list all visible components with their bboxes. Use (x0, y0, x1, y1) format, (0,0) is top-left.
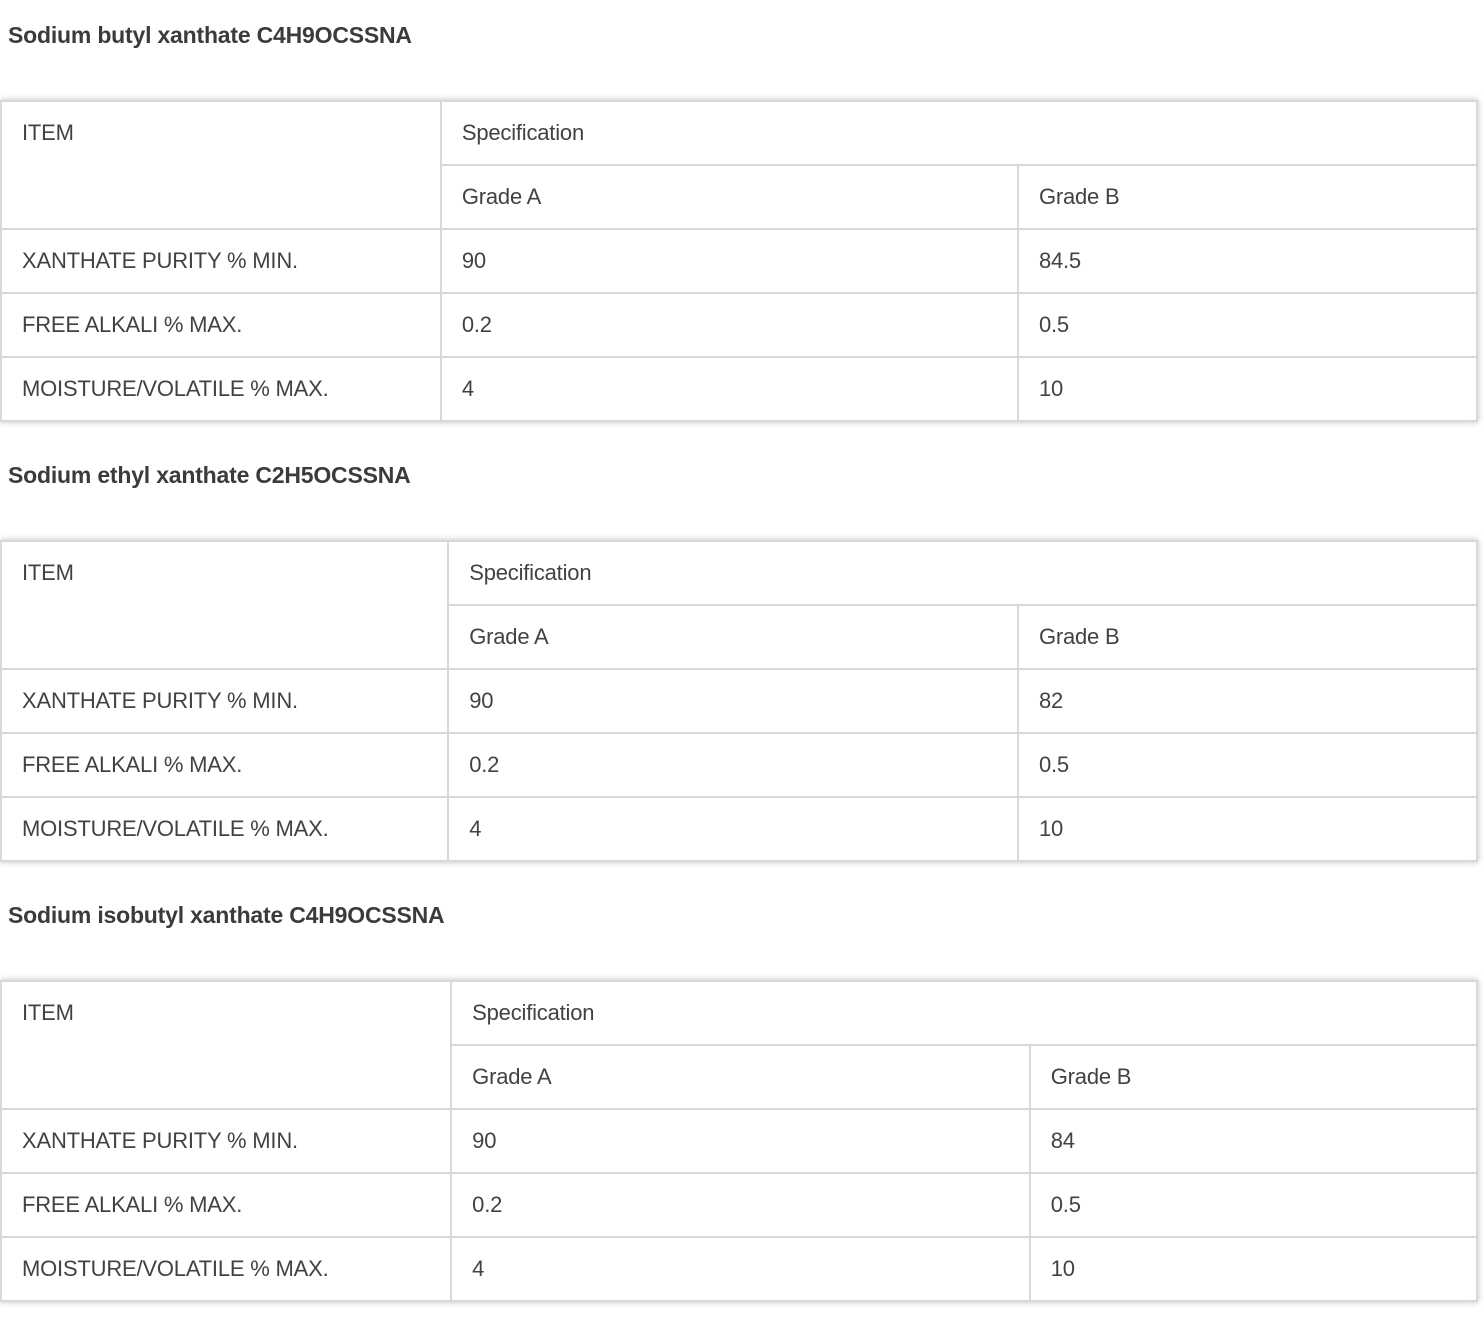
grade-b-value-cell: 84 (1028, 1108, 1479, 1174)
table-row: XANTHATE PURITY % MIN. 90 84 (0, 1108, 1479, 1174)
grade-header-row: Grade A Grade B (1, 604, 1479, 670)
item-cell: XANTHATE PURITY % MIN. (0, 1108, 453, 1174)
grade-a-value-cell: 4 (439, 356, 1019, 422)
item-cell: MOISTURE/VOLATILE % MAX. (0, 796, 450, 862)
grade-a-header-cell: Grade A (439, 164, 1019, 230)
grade-header-row: Grade A Grade B (1, 164, 1479, 230)
table-row: FREE ALKALI % MAX. 0.2 0.5 (0, 732, 1479, 798)
grade-a-value-cell: 0.2 (450, 1172, 1031, 1238)
item-header-cell: ITEM (0, 100, 442, 230)
grade-header-row: Grade A Grade B (1, 1044, 1479, 1110)
spec-table: ITEM Specification Grade A Grade B XANTH… (0, 980, 1479, 1302)
item-header-cell: ITEM (0, 540, 450, 670)
grade-b-value-cell: 0.5 (1028, 1172, 1479, 1238)
table-header-row: ITEM Specification (0, 980, 1478, 1110)
grade-a-value-cell: 0.2 (447, 732, 1019, 798)
item-cell: FREE ALKALI % MAX. (0, 732, 450, 798)
grade-b-value-cell: 84.5 (1016, 228, 1479, 294)
item-cell: XANTHATE PURITY % MIN. (0, 668, 450, 734)
grade-a-value-cell: 90 (450, 1108, 1031, 1174)
grade-b-value-cell: 82 (1016, 668, 1479, 734)
spec-table: ITEM Specification Grade A Grade B XANTH… (0, 100, 1479, 422)
grade-b-value-cell: 0.5 (1016, 732, 1479, 798)
table-header-row: ITEM Specification (0, 540, 1478, 670)
product-section-sodium-butyl-xanthate: Sodium butyl xanthate C4H9OCSSNA ITEM Sp… (0, 22, 1483, 422)
grade-b-value-cell: 10 (1016, 796, 1479, 862)
grade-b-value-cell: 10 (1028, 1236, 1479, 1302)
table-row: MOISTURE/VOLATILE % MAX. 4 10 (0, 1236, 1479, 1302)
grade-b-header-cell: Grade B (1028, 1044, 1479, 1110)
item-header-cell: ITEM (0, 980, 453, 1110)
grade-a-value-cell: 4 (447, 796, 1019, 862)
item-cell: FREE ALKALI % MAX. (0, 292, 442, 358)
specification-header-cell: Specification (450, 980, 1478, 1046)
table-row: XANTHATE PURITY % MIN. 90 82 (0, 668, 1479, 734)
table-row: XANTHATE PURITY % MIN. 90 84.5 (0, 228, 1479, 294)
grade-a-header-cell: Grade A (447, 604, 1019, 670)
product-heading: Sodium butyl xanthate C4H9OCSSNA (8, 22, 412, 48)
item-cell: MOISTURE/VOLATILE % MAX. (0, 1236, 453, 1302)
spec-table: ITEM Specification Grade A Grade B XANTH… (0, 540, 1479, 862)
table-row: MOISTURE/VOLATILE % MAX. 4 10 (0, 796, 1479, 862)
specification-header-cell: Specification (447, 540, 1478, 606)
table-row: FREE ALKALI % MAX. 0.2 0.5 (0, 1172, 1479, 1238)
grade-b-header-cell: Grade B (1016, 604, 1479, 670)
grade-b-value-cell: 10 (1016, 356, 1479, 422)
specification-header-cell: Specification (439, 100, 1479, 166)
grade-a-header-cell: Grade A (450, 1044, 1031, 1110)
grade-a-value-cell: 0.2 (439, 292, 1019, 358)
grade-a-value-cell: 90 (439, 228, 1019, 294)
grade-b-header-cell: Grade B (1016, 164, 1479, 230)
product-section-sodium-isobutyl-xanthate: Sodium isobutyl xanthate C4H9OCSSNA ITEM… (0, 902, 1483, 1302)
grade-b-value-cell: 0.5 (1016, 292, 1479, 358)
product-heading: Sodium isobutyl xanthate C4H9OCSSNA (8, 902, 445, 928)
item-cell: XANTHATE PURITY % MIN. (0, 228, 442, 294)
table-header-row: ITEM Specification (0, 100, 1479, 230)
grade-a-value-cell: 4 (450, 1236, 1031, 1302)
item-cell: FREE ALKALI % MAX. (0, 1172, 453, 1238)
grade-a-value-cell: 90 (447, 668, 1019, 734)
item-cell: MOISTURE/VOLATILE % MAX. (0, 356, 442, 422)
product-section-sodium-ethyl-xanthate: Sodium ethyl xanthate C2H5OCSSNA ITEM Sp… (0, 462, 1483, 862)
table-row: FREE ALKALI % MAX. 0.2 0.5 (0, 292, 1479, 358)
table-row: MOISTURE/VOLATILE % MAX. 4 10 (0, 356, 1479, 422)
product-heading: Sodium ethyl xanthate C2H5OCSSNA (8, 462, 411, 488)
